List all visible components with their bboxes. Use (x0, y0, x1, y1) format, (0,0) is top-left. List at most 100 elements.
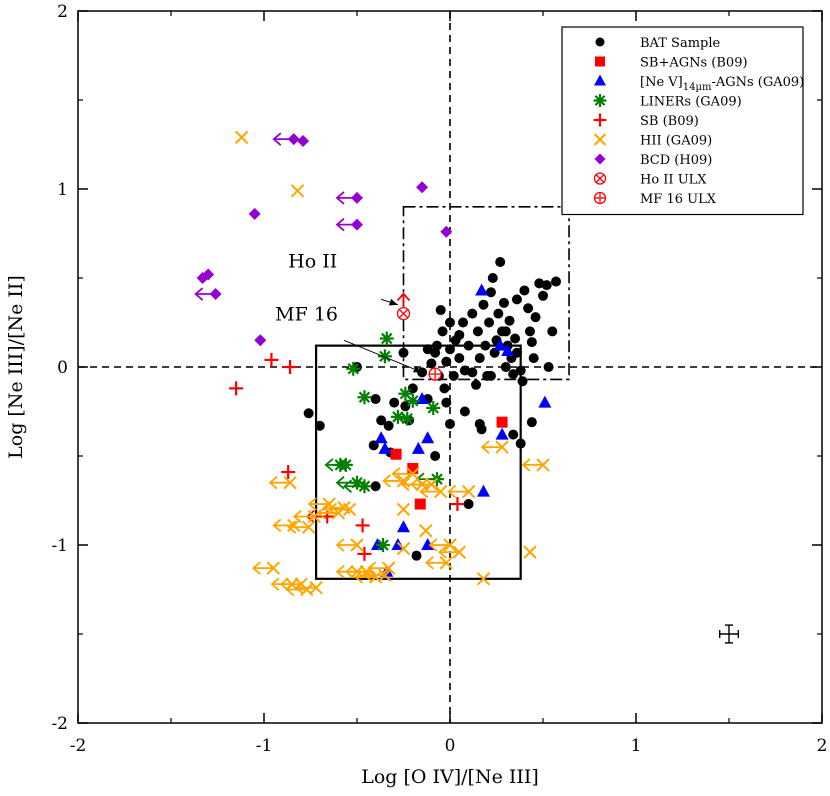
y-tick-label: 1 (57, 180, 68, 200)
marker-stroke (398, 308, 409, 319)
legend-entry: SB+AGNs (B09) (595, 56, 748, 71)
data-point (248, 207, 261, 220)
data-point (517, 376, 528, 387)
x-tick-label: -1 (256, 736, 273, 756)
legend-entry: MF 16 ULX (593, 191, 717, 207)
data-point (495, 440, 509, 454)
data-point (422, 344, 433, 355)
data-point (493, 338, 507, 351)
data-point (500, 326, 511, 337)
data-point (390, 409, 405, 424)
agn-region-box (314, 344, 522, 580)
data-point (287, 518, 301, 533)
data-point (433, 484, 448, 499)
marker-stroke (290, 184, 305, 198)
y-tick-label: -1 (51, 536, 68, 556)
marker-shape (407, 383, 418, 394)
data-point (234, 130, 249, 145)
legend-marker (593, 94, 607, 107)
data-point (484, 317, 495, 328)
marker-stroke (396, 474, 411, 488)
data-point (411, 441, 425, 454)
marker-stroke (495, 440, 509, 454)
legend-label: SB+AGNs (B09) (640, 56, 748, 71)
data-point (431, 340, 442, 351)
legend-entry: SB (B09) (593, 113, 699, 129)
legend-entry: Ho II ULX (593, 172, 707, 188)
data-point (416, 181, 429, 194)
marker-shape (501, 343, 515, 356)
data-point (511, 294, 522, 305)
marker-shape (496, 416, 508, 428)
data-point (472, 326, 483, 337)
marker-shape (498, 297, 509, 308)
marker-stroke (595, 174, 605, 183)
marker-shape (400, 401, 411, 412)
marker-stroke (337, 500, 351, 515)
marker-shape (484, 317, 495, 328)
legend-label: SB (B09) (640, 114, 699, 129)
marker-shape (411, 441, 425, 454)
series-liners-ga09 (324, 331, 444, 552)
marker-stroke (309, 581, 323, 595)
upper-limit-arrow-left (428, 538, 450, 552)
data-point (547, 326, 558, 337)
arrow-head (270, 577, 280, 591)
data-point (397, 520, 410, 533)
arrow-head (391, 467, 401, 481)
data-point (487, 273, 498, 283)
data-point (504, 315, 515, 326)
marker-shape (454, 329, 465, 340)
upper-limit-arrow-left (268, 476, 291, 490)
marker-shape (504, 315, 515, 326)
arrow-head (272, 132, 282, 146)
marker-shape (511, 347, 522, 358)
upper-limit-arrow-left (367, 561, 389, 575)
marker-shape (475, 283, 489, 296)
x-tick-label: 1 (631, 736, 642, 756)
data-point (448, 370, 459, 381)
arrow-head (367, 561, 377, 575)
upper-limit-arrow-left (480, 440, 503, 454)
upper-limit-arrow-left (363, 568, 385, 582)
legend-marker (593, 172, 607, 185)
marker-shape (445, 418, 455, 429)
data-point (396, 306, 411, 321)
marker-shape (445, 344, 455, 355)
arrow-head (335, 565, 345, 579)
marker-shape (411, 550, 422, 561)
data-point (376, 415, 387, 426)
arrow-head (480, 440, 490, 454)
y-tick-label: 0 (57, 358, 68, 378)
series-ne-v-14-m-agns-ga09 (370, 283, 552, 577)
arrow-head (335, 217, 345, 232)
data-point (476, 484, 490, 497)
arrow-head (292, 509, 302, 524)
marker-stroke (593, 133, 607, 146)
marker-stroke (377, 539, 389, 551)
data-point (389, 397, 400, 408)
data-point (390, 448, 402, 460)
arrow-head (317, 506, 326, 520)
arrow-head (335, 191, 345, 205)
data-point (536, 458, 550, 472)
data-point (515, 365, 526, 376)
marker-stroke (443, 538, 457, 552)
marker-shape (416, 181, 429, 194)
arrow-head (344, 565, 354, 579)
legend-entry: [Ne V]14µm-AGNs (GA09) (594, 74, 804, 93)
arrow-head (268, 476, 278, 490)
legend-label: BAT Sample (640, 36, 720, 51)
marker-shape (445, 317, 455, 328)
data-point (461, 484, 476, 499)
marker-shape (485, 287, 496, 298)
data-point (476, 424, 487, 435)
arrow-head (521, 458, 531, 472)
marker-stroke (301, 520, 316, 534)
marker-shape (508, 369, 519, 380)
data-point (450, 497, 465, 512)
marker-shape (374, 431, 388, 444)
annotation-arrow-head (388, 298, 398, 306)
data-point (424, 477, 439, 492)
arrow-head (363, 568, 373, 582)
